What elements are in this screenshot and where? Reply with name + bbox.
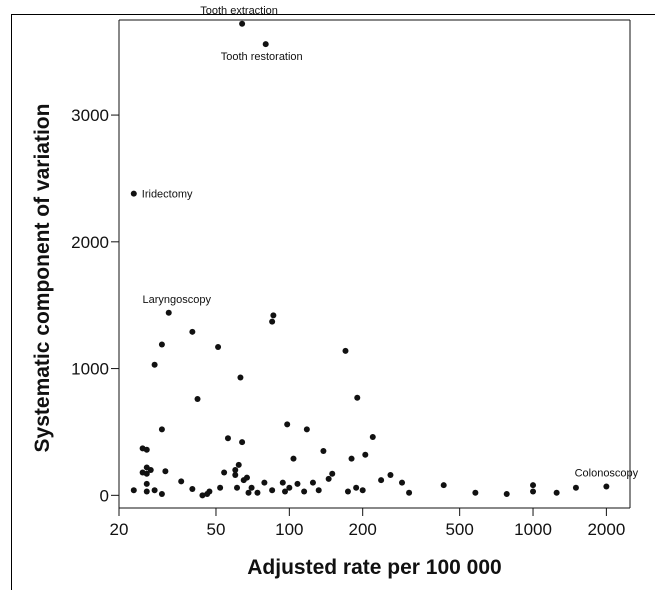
data-point <box>269 318 276 325</box>
data-point <box>232 472 239 479</box>
data-point <box>369 434 376 441</box>
y-tick-label: 1000 <box>71 360 109 379</box>
x-axis-title: Adjusted rate per 100 000 <box>247 556 501 579</box>
data-point <box>399 479 406 486</box>
data-point <box>406 489 413 496</box>
data-point <box>158 491 165 498</box>
data-point <box>301 488 308 495</box>
data-point <box>239 20 246 27</box>
data-point <box>240 477 247 484</box>
data-point <box>354 394 361 401</box>
data-point <box>221 469 228 476</box>
data-point <box>162 468 169 475</box>
data-points <box>130 20 610 499</box>
data-point <box>348 455 355 462</box>
data-point <box>165 309 172 316</box>
data-point <box>440 482 447 489</box>
data-point <box>158 426 165 433</box>
y-tick-label: 3000 <box>71 106 109 125</box>
point-annotation-label: Colonoscopy <box>575 467 639 479</box>
data-point <box>215 344 222 351</box>
data-point <box>234 484 241 491</box>
data-point <box>315 487 322 494</box>
data-point <box>530 482 537 489</box>
x-tick-label: 1000 <box>514 520 552 539</box>
x-tick-label: 200 <box>349 520 377 539</box>
data-point <box>472 489 479 496</box>
axes: 0 1000 2000 3000 20 50 100 200 500 1000 2000 <box>71 19 631 539</box>
x-tick-label: 100 <box>275 520 303 539</box>
data-point <box>344 488 351 495</box>
data-point <box>143 488 150 495</box>
data-point <box>530 488 537 495</box>
data-point <box>158 341 165 348</box>
data-point <box>329 470 336 477</box>
data-point <box>224 435 231 442</box>
data-point <box>320 447 327 454</box>
x-tick-label: 50 <box>207 520 226 539</box>
y-tick-label: 2000 <box>71 233 109 252</box>
data-point <box>387 472 394 479</box>
point-annotation-label: Iridectomy <box>142 189 193 201</box>
data-point <box>151 487 158 494</box>
data-point <box>143 470 150 477</box>
data-point <box>303 426 310 433</box>
x-tick-label: 20 <box>110 520 129 539</box>
data-point <box>232 466 239 473</box>
data-point <box>204 491 211 498</box>
point-annotation-label: Tooth restoration <box>221 51 303 63</box>
data-point <box>235 461 242 468</box>
data-point <box>261 479 268 486</box>
data-point <box>239 439 246 446</box>
data-point <box>151 361 158 368</box>
data-point <box>378 477 385 484</box>
data-point <box>147 466 154 473</box>
point-annotations: Tooth extraction Tooth restoration Iridect… <box>142 5 639 480</box>
data-point <box>286 484 293 491</box>
data-point <box>294 480 301 487</box>
y-tick-label: 0 <box>100 486 109 505</box>
data-point <box>309 479 316 486</box>
data-point <box>270 312 277 319</box>
data-point <box>217 484 224 491</box>
data-point <box>359 487 366 494</box>
data-point <box>279 479 286 486</box>
data-point <box>353 484 360 491</box>
point-annotation-label: Laryngoscopy <box>142 294 211 306</box>
data-point <box>189 485 196 492</box>
data-point <box>362 451 369 458</box>
data-point <box>503 491 510 498</box>
data-point <box>130 190 137 197</box>
data-point <box>199 492 206 499</box>
data-point <box>143 480 150 487</box>
chart-frame <box>11 14 655 590</box>
y-axis-title: Systematic component of variation <box>31 104 54 453</box>
data-point <box>178 478 185 485</box>
data-point <box>282 488 289 495</box>
data-point <box>572 484 579 491</box>
data-point <box>248 484 255 491</box>
data-point <box>130 487 137 494</box>
data-point <box>237 374 244 381</box>
data-point <box>262 41 269 48</box>
data-point <box>284 421 291 428</box>
point-annotation-label: Tooth extraction <box>200 5 278 17</box>
x-tick-label: 500 <box>445 520 473 539</box>
data-point <box>254 489 261 496</box>
data-point <box>325 475 332 482</box>
data-point <box>603 483 610 490</box>
x-tick-label: 2000 <box>587 520 625 539</box>
data-point <box>194 395 201 402</box>
data-point <box>269 487 276 494</box>
data-point <box>553 489 560 496</box>
data-point <box>290 455 297 462</box>
data-point <box>245 489 252 496</box>
data-point <box>143 446 150 453</box>
data-point <box>342 347 349 354</box>
data-point <box>189 328 196 335</box>
